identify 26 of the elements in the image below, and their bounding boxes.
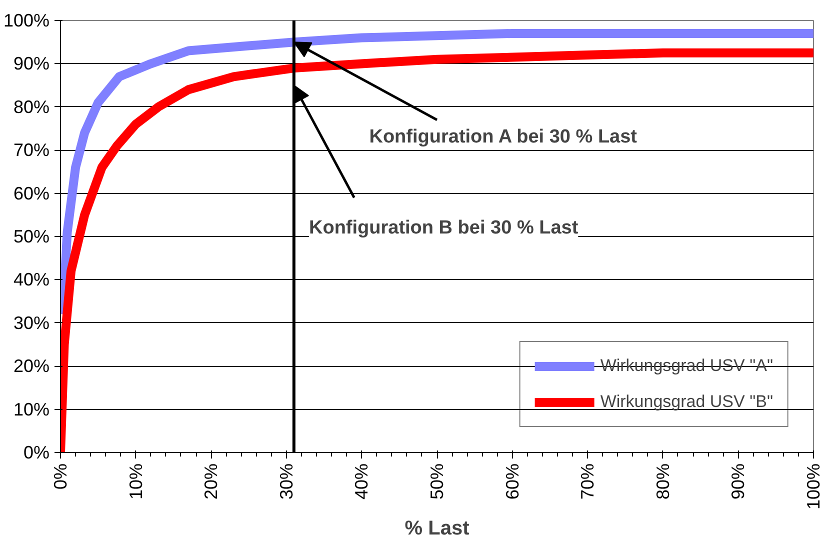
y-tick-label: 40% xyxy=(13,270,50,290)
y-tick-label: 80% xyxy=(13,96,50,117)
x-tick-label: 50% xyxy=(427,463,447,500)
x-tick-label: 70% xyxy=(578,463,598,500)
y-tick-label: 70% xyxy=(13,140,50,160)
y-tick-label: 20% xyxy=(13,356,50,376)
x-tick-label: 80% xyxy=(652,463,673,500)
x-tick-label: 40% xyxy=(352,463,372,500)
y-tick-label: 0% xyxy=(23,442,50,462)
x-tick-label: 10% xyxy=(126,463,146,500)
annotation: Konfiguration B bei 30 % Last xyxy=(308,217,579,238)
y-tick-label: 90% xyxy=(13,54,50,74)
annotation: Konfiguration A bei 30 % Last xyxy=(369,126,638,148)
x-tick-label: 0% xyxy=(50,464,70,490)
x-axis-title: % Last xyxy=(404,518,470,540)
x-tick-label: 20% xyxy=(201,463,222,500)
x-tick-label: 60% xyxy=(502,463,522,500)
x-tick-label: 100% xyxy=(804,463,824,510)
y-tick-label: 50% xyxy=(13,226,50,246)
y-tick-label: 10% xyxy=(13,399,50,420)
x-tick-label: 30% xyxy=(276,463,296,500)
y-tick-label: 100% xyxy=(3,10,50,30)
legend-label: Wirkungsgrad USV "B" xyxy=(600,392,773,412)
x-tick-label: 90% xyxy=(728,463,748,500)
y-tick-label: 60% xyxy=(13,183,50,204)
y-tick-label: 30% xyxy=(13,312,50,333)
